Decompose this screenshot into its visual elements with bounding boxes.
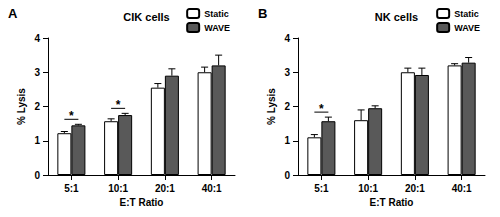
svg-text:40:1: 40:1 — [452, 183, 472, 194]
svg-text:40:1: 40:1 — [202, 183, 222, 194]
svg-text:10:1: 10:1 — [358, 183, 378, 194]
svg-text:2: 2 — [284, 101, 290, 112]
svg-text:20:1: 20:1 — [405, 183, 425, 194]
svg-text:1: 1 — [34, 135, 40, 146]
svg-text:B: B — [258, 6, 267, 21]
svg-text:1: 1 — [284, 135, 290, 146]
svg-text:2: 2 — [34, 101, 40, 112]
svg-text:WAVE: WAVE — [204, 23, 230, 33]
svg-text:4: 4 — [284, 33, 290, 44]
svg-text:% Lysis: % Lysis — [16, 88, 27, 125]
svg-text:E:T Ratio: E:T Ratio — [120, 197, 164, 208]
svg-text:20:1: 20:1 — [155, 183, 175, 194]
svg-text:3: 3 — [284, 67, 290, 78]
svg-text:0: 0 — [284, 170, 290, 181]
svg-text:Static: Static — [204, 9, 229, 19]
svg-text:Static: Static — [454, 9, 479, 19]
svg-text:3: 3 — [34, 67, 40, 78]
svg-text:4: 4 — [34, 33, 40, 44]
svg-text:NK cells: NK cells — [375, 11, 418, 23]
svg-text:CIK cells: CIK cells — [123, 11, 169, 23]
svg-text:0: 0 — [34, 170, 40, 181]
svg-text:*: * — [116, 98, 121, 112]
svg-text:*: * — [69, 109, 74, 123]
svg-text:*: * — [319, 102, 324, 116]
svg-text:5:1: 5:1 — [64, 183, 79, 194]
svg-text:5:1: 5:1 — [314, 183, 329, 194]
svg-text:WAVE: WAVE — [454, 23, 480, 33]
svg-text:% Lysis: % Lysis — [266, 88, 277, 125]
svg-text:A: A — [8, 6, 18, 21]
svg-text:10:1: 10:1 — [108, 183, 128, 194]
svg-text:E:T Ratio: E:T Ratio — [370, 197, 414, 208]
